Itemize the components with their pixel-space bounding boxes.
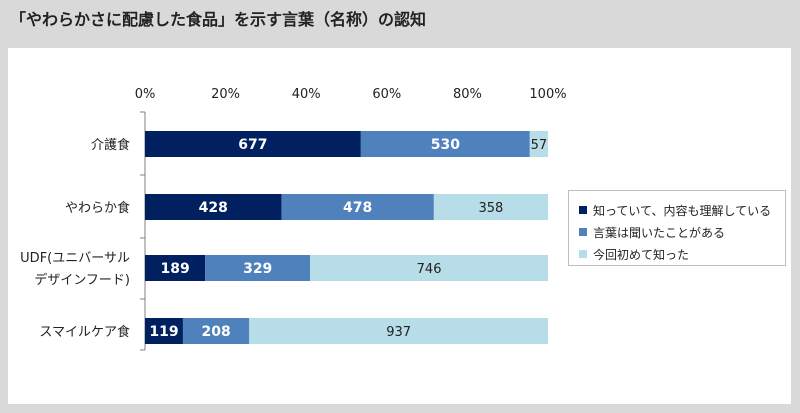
category-label: スマイルケア食 <box>39 324 130 340</box>
bar-segment <box>249 318 548 344</box>
category-label: UDF(ユニバーサル <box>20 251 130 266</box>
data-label: 428 <box>199 200 228 216</box>
data-label: 57 <box>531 138 548 153</box>
x-tick-label: 0% <box>135 87 156 102</box>
bar-segment <box>360 131 530 157</box>
bar-segment <box>205 255 311 281</box>
legend-swatch <box>579 206 587 214</box>
bar-segment <box>433 194 548 220</box>
legend-label: 今回初めて知った <box>593 247 690 262</box>
x-tick-label: 100% <box>529 87 566 102</box>
category-label: 介護食 <box>91 137 130 153</box>
legend-label: 言葉は聞いたことがある <box>593 225 726 240</box>
bar-segment <box>182 318 250 344</box>
data-label: 189 <box>161 261 190 277</box>
x-tick-label: 80% <box>453 87 482 102</box>
bar-segment <box>145 255 206 281</box>
bar-segment <box>310 255 548 281</box>
bar-segment <box>529 131 548 157</box>
category-label: やわらか食 <box>65 200 130 216</box>
legend-label: 知っていて、内容も理解している <box>593 203 772 218</box>
legend-item-first-time: 今回初めて知った <box>579 243 785 265</box>
bar-segment <box>145 131 361 157</box>
data-label: 530 <box>431 137 460 153</box>
legend-item-heard: 言葉は聞いたことがある <box>579 221 785 243</box>
data-label: 119 <box>149 324 178 340</box>
legend-swatch <box>579 228 587 236</box>
data-label: 329 <box>243 261 272 277</box>
x-tick-label: 20% <box>211 87 240 102</box>
legend-swatch <box>579 250 587 258</box>
chart-title: 「やわらかさに配慮した食品」を示す言葉（名称）の認知 <box>10 10 427 29</box>
data-label: 208 <box>201 324 230 340</box>
bar-segment <box>281 194 434 220</box>
data-label: 677 <box>238 137 267 153</box>
category-label: デザインフード) <box>34 272 130 288</box>
data-label: 478 <box>343 200 372 216</box>
data-label: 746 <box>417 262 442 277</box>
data-label: 358 <box>479 201 504 216</box>
legend: 知っていて、内容も理解している 言葉は聞いたことがある 今回初めて知った <box>568 190 786 266</box>
bar-segment <box>145 318 183 344</box>
x-tick-label: 60% <box>372 87 401 102</box>
x-tick-label: 40% <box>292 87 321 102</box>
data-label: 937 <box>386 325 411 340</box>
bar-segment <box>145 194 282 220</box>
legend-item-understand: 知っていて、内容も理解している <box>579 199 785 221</box>
